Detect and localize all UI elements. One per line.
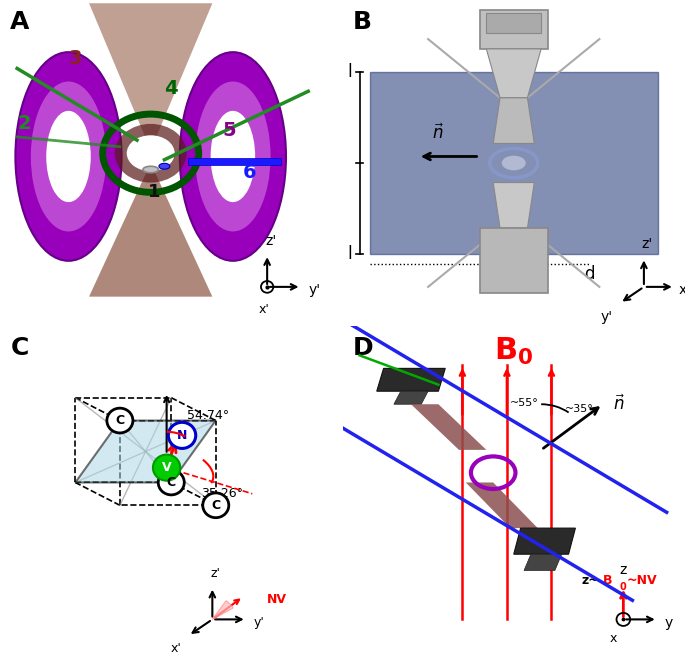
Ellipse shape	[31, 82, 106, 231]
Text: C: C	[10, 336, 29, 360]
Circle shape	[107, 408, 133, 433]
Polygon shape	[493, 183, 534, 228]
Ellipse shape	[159, 163, 170, 170]
Text: x': x'	[258, 303, 269, 316]
Text: y': y'	[253, 616, 264, 629]
Text: x': x'	[171, 642, 182, 652]
Text: z': z'	[211, 567, 221, 580]
FancyBboxPatch shape	[486, 13, 541, 33]
Ellipse shape	[501, 156, 525, 170]
Text: 4: 4	[164, 78, 178, 98]
FancyBboxPatch shape	[479, 228, 548, 293]
Text: 3: 3	[68, 49, 82, 68]
Polygon shape	[370, 72, 658, 254]
Text: NV: NV	[267, 593, 287, 606]
Text: 1: 1	[148, 183, 160, 201]
Polygon shape	[514, 528, 575, 554]
Polygon shape	[394, 391, 428, 404]
Circle shape	[169, 422, 196, 449]
Text: l: l	[347, 245, 351, 263]
Text: A: A	[10, 10, 29, 34]
Ellipse shape	[114, 124, 186, 183]
Text: C: C	[115, 414, 125, 427]
Ellipse shape	[127, 135, 175, 171]
Text: B: B	[353, 10, 372, 34]
Text: 6: 6	[243, 163, 257, 183]
Polygon shape	[524, 554, 562, 570]
Text: 54.74°: 54.74°	[187, 409, 229, 422]
Polygon shape	[466, 482, 538, 528]
Text: z~: z~	[582, 574, 599, 587]
Text: ~NV: ~NV	[627, 574, 658, 587]
Circle shape	[158, 470, 184, 495]
Polygon shape	[493, 98, 534, 143]
Text: 5: 5	[223, 121, 236, 140]
Text: z': z'	[642, 237, 653, 251]
Text: D: D	[353, 336, 373, 360]
Text: x': x'	[678, 283, 685, 297]
Text: x: x	[610, 632, 616, 645]
Text: d: d	[584, 265, 595, 283]
Text: C: C	[166, 476, 176, 489]
Polygon shape	[89, 3, 212, 150]
Polygon shape	[411, 404, 486, 450]
Text: l: l	[347, 63, 351, 81]
Text: 35.26°: 35.26°	[201, 487, 243, 500]
Text: ~35°: ~35°	[565, 404, 594, 414]
Text: B: B	[603, 574, 612, 587]
Text: ~55°: ~55°	[510, 398, 538, 408]
Polygon shape	[188, 158, 281, 164]
Text: $\vec{n}$: $\vec{n}$	[613, 394, 625, 414]
Ellipse shape	[195, 82, 271, 231]
Text: $\vec{n}$: $\vec{n}$	[432, 124, 445, 143]
Ellipse shape	[15, 52, 122, 261]
Ellipse shape	[143, 166, 158, 173]
FancyBboxPatch shape	[479, 10, 548, 49]
Polygon shape	[75, 421, 216, 482]
Text: y': y'	[308, 283, 321, 297]
Text: z: z	[620, 563, 627, 577]
Text: z': z'	[265, 234, 276, 248]
Wedge shape	[212, 600, 233, 619]
Text: y': y'	[601, 310, 613, 323]
Ellipse shape	[46, 111, 90, 202]
Circle shape	[153, 454, 180, 481]
Text: C: C	[211, 499, 221, 512]
Text: 0: 0	[620, 582, 627, 592]
Text: N: N	[177, 429, 187, 442]
Circle shape	[203, 493, 229, 518]
Polygon shape	[486, 49, 541, 98]
Polygon shape	[89, 163, 212, 297]
Text: V: V	[162, 461, 171, 474]
Text: 2: 2	[17, 114, 31, 134]
Ellipse shape	[179, 52, 286, 261]
Ellipse shape	[211, 111, 255, 202]
Text: y: y	[664, 615, 673, 630]
Text: $\mathbf{B_0}$: $\mathbf{B_0}$	[494, 336, 534, 367]
Polygon shape	[377, 368, 445, 391]
